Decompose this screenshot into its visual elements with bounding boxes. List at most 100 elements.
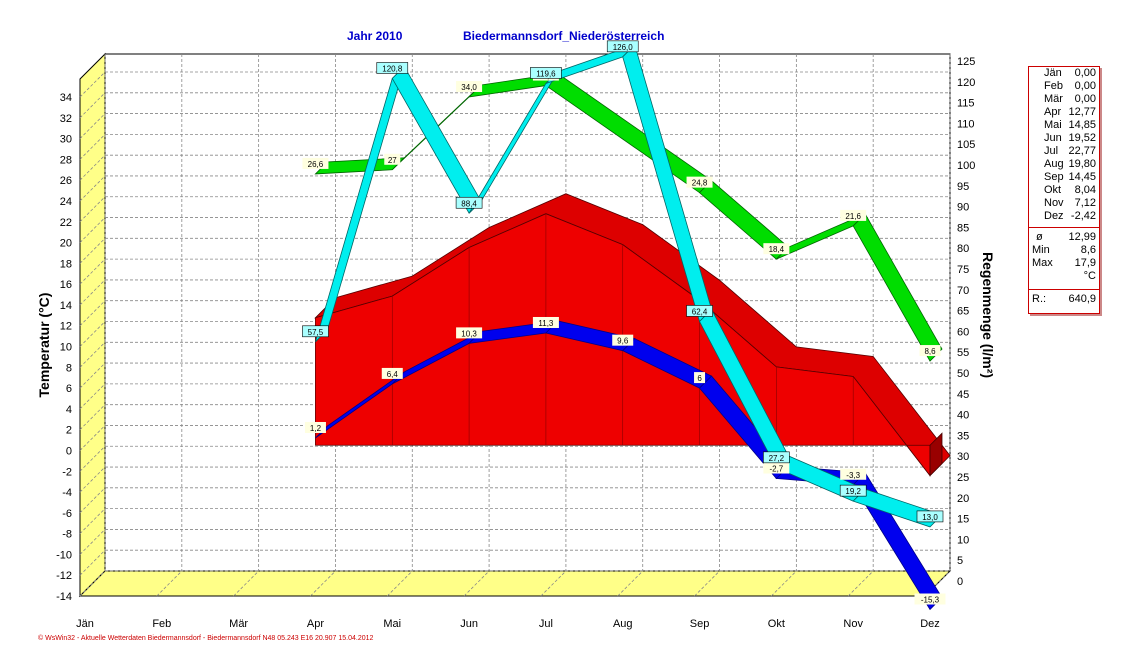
- data-label-box: [376, 62, 409, 74]
- stats-month-value: 19,80: [1068, 158, 1096, 170]
- stats-month-row: Jun 19,52: [1029, 132, 1099, 145]
- y2-tick-label: 95: [957, 181, 969, 193]
- grid-side: [79, 134, 106, 160]
- x-tick-label: Jän: [76, 618, 94, 630]
- y-tick-label: 6: [66, 383, 72, 395]
- data-label-box: [686, 176, 713, 188]
- stats-max-value: 17,9: [1074, 257, 1096, 269]
- grid-side: [79, 466, 106, 493]
- grid-side: [79, 342, 106, 368]
- grid-floor: [617, 570, 644, 597]
- grid-floor: [540, 570, 567, 597]
- y-tick-label: 8: [66, 362, 72, 374]
- data-label-box: [532, 316, 559, 328]
- x-tick-label: Okt: [768, 618, 785, 630]
- stats-month-row: Nov 7,12: [1029, 197, 1099, 210]
- x-tick-label: Aug: [613, 618, 633, 630]
- y2-tick-label: 50: [957, 368, 969, 380]
- data-label-box: [763, 243, 790, 255]
- data-label: 27: [388, 156, 397, 165]
- grid-side: [79, 508, 106, 534]
- data-label: 21,6: [845, 212, 861, 221]
- stats-max-row: Max 17,9: [1029, 257, 1099, 270]
- monthly-stats-box: Jän 0,00 Feb 0,00 Mär 0,00 Apr 12,77 Mai 14,85 Jun…: [1028, 66, 1100, 314]
- y2-tick-label: 60: [957, 326, 969, 338]
- stats-min-value: 8,6: [1080, 244, 1096, 256]
- y2-tick-label: 75: [957, 264, 969, 276]
- y2-tick-label: 10: [957, 534, 969, 546]
- axis-ticks: 3432302826242220181614121086420-2-4-6-8-…: [56, 56, 975, 630]
- grid-side: [79, 238, 106, 264]
- stats-min-label: Min: [1032, 244, 1050, 256]
- mean-area-side: [929, 432, 943, 477]
- stats-month-label: Sep: [1044, 171, 1064, 183]
- y2-tick-label: 15: [957, 514, 969, 526]
- data-label: 126,0: [613, 43, 634, 52]
- data-label: 26,6: [308, 160, 324, 169]
- data-label: 24,8: [692, 179, 708, 188]
- data-label: 57,5: [308, 328, 324, 337]
- y2-tick-label: 90: [957, 202, 969, 214]
- stats-month-label: Feb: [1044, 80, 1063, 92]
- grid-floor: [463, 570, 490, 597]
- stats-month-value: 0,00: [1074, 93, 1096, 105]
- y2-tick-label: 125: [957, 56, 975, 68]
- data-label-box: [763, 451, 790, 464]
- data-label-box: [916, 510, 944, 523]
- y-tick-label: -14: [56, 591, 72, 603]
- grid-side: [79, 383, 106, 410]
- data-label-box: [914, 593, 946, 605]
- stats-month-value: 19,52: [1068, 132, 1096, 144]
- stats-month-row: Apr 12,77: [1029, 106, 1099, 119]
- stats-month-label: Jun: [1044, 132, 1062, 144]
- stats-month-value: 14,85: [1068, 119, 1096, 131]
- grid-floor: [79, 570, 106, 597]
- y2-axis-title: Regenmenge (l/m²): [980, 252, 996, 378]
- data-label: 1,2: [310, 424, 322, 433]
- y2-tick-label: 85: [957, 222, 969, 234]
- y2-tick-label: 70: [957, 285, 969, 297]
- data-label: 34,0: [461, 83, 477, 92]
- stats-month-value: 7,12: [1074, 197, 1096, 209]
- stats-month-row: Jän 0,00: [1029, 67, 1099, 80]
- stats-month-label: Mai: [1044, 119, 1062, 131]
- data-label-box: [384, 153, 401, 165]
- y-tick-label: 10: [60, 342, 72, 354]
- grid-side: [79, 362, 106, 389]
- data-label-box: [606, 40, 639, 53]
- y-tick-label: 24: [60, 196, 72, 208]
- grid-floor: [847, 570, 874, 597]
- grid-side: [79, 71, 106, 98]
- x-tick-label: Mär: [229, 618, 248, 630]
- chart-title-year: Jahr 2010: [347, 29, 403, 43]
- y-tick-label: 26: [60, 175, 72, 187]
- data-label: -3,3: [846, 471, 860, 480]
- grid-side: [79, 196, 106, 223]
- stats-avg-label: ø: [1036, 231, 1043, 243]
- y2-tick-label: 25: [957, 472, 969, 484]
- grid-side: [79, 487, 106, 514]
- grid-side: [79, 258, 106, 285]
- data-label: 8,6: [924, 347, 936, 356]
- stats-month-label: Aug: [1044, 158, 1064, 170]
- stats-month-row: Mai 14,85: [1029, 119, 1099, 132]
- y-tick-label: 14: [60, 300, 72, 312]
- floor: [78, 570, 952, 597]
- data-label-box: [840, 468, 867, 480]
- stats-month-value: 0,00: [1074, 80, 1096, 92]
- data-label: 119,6: [536, 69, 556, 78]
- y-tick-label: 18: [60, 258, 72, 270]
- grid-floor: [310, 570, 336, 597]
- y-tick-label: 30: [60, 134, 72, 146]
- data-label-box: [612, 334, 634, 346]
- y2-tick-label: 120: [957, 77, 975, 89]
- y-tick-label: -6: [62, 508, 72, 520]
- stats-month-value: 22,77: [1068, 145, 1096, 157]
- data-label-box: [304, 421, 326, 433]
- data-label: 11,3: [538, 319, 554, 328]
- stats-month-row: Feb 0,00: [1029, 80, 1099, 93]
- y-tick-label: 12: [60, 321, 72, 333]
- data-label: 27,2: [769, 454, 785, 463]
- data-label: 88,4: [461, 199, 477, 208]
- stats-avg-row: ø 12,99: [1029, 231, 1099, 244]
